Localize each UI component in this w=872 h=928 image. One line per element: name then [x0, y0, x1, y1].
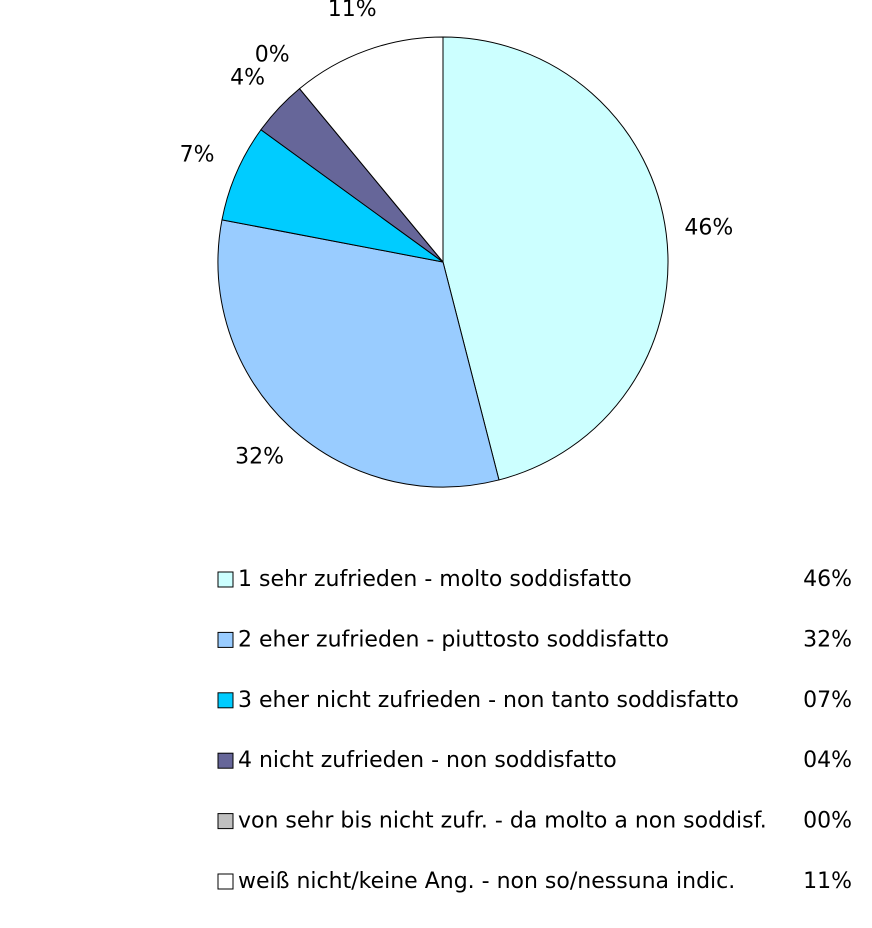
pie-slice	[442, 36, 669, 481]
legend-value: 07%	[803, 688, 852, 713]
legend-swatch	[217, 571, 234, 588]
legend-value: 11%	[803, 869, 852, 894]
legend-value: 46%	[803, 567, 852, 592]
slice-label: 0%	[255, 43, 290, 68]
slice-label: 7%	[180, 143, 215, 168]
slice-label: 11%	[328, 0, 377, 22]
slice-label: 4%	[230, 66, 265, 91]
slice-label: 32%	[235, 444, 284, 469]
legend-label: von sehr bis nicht zufr. - da molto a no…	[238, 809, 767, 834]
pie-slice	[298, 36, 444, 264]
pie-slice	[217, 219, 500, 488]
legend-swatch	[217, 873, 234, 890]
slice-label: 46%	[684, 215, 733, 240]
legend-value: 04%	[803, 748, 852, 773]
legend-label: 4 nicht zufrieden - non soddisfatto	[238, 748, 617, 773]
legend-value: 00%	[803, 809, 852, 834]
legend-swatch	[217, 692, 234, 709]
legend-swatch	[217, 752, 234, 769]
legend-label: 1 sehr zufrieden - molto soddisfatto	[238, 567, 632, 592]
legend-label: weiß nicht/keine Ang. - non so/nessuna i…	[238, 869, 735, 894]
legend-swatch	[217, 631, 234, 648]
legend-value: 32%	[803, 627, 852, 652]
legend-swatch	[217, 813, 234, 830]
legend-label: 2 eher zufrieden - piuttosto soddisfatto	[238, 627, 669, 652]
legend-label: 3 eher nicht zufrieden - non tanto soddi…	[238, 688, 739, 713]
